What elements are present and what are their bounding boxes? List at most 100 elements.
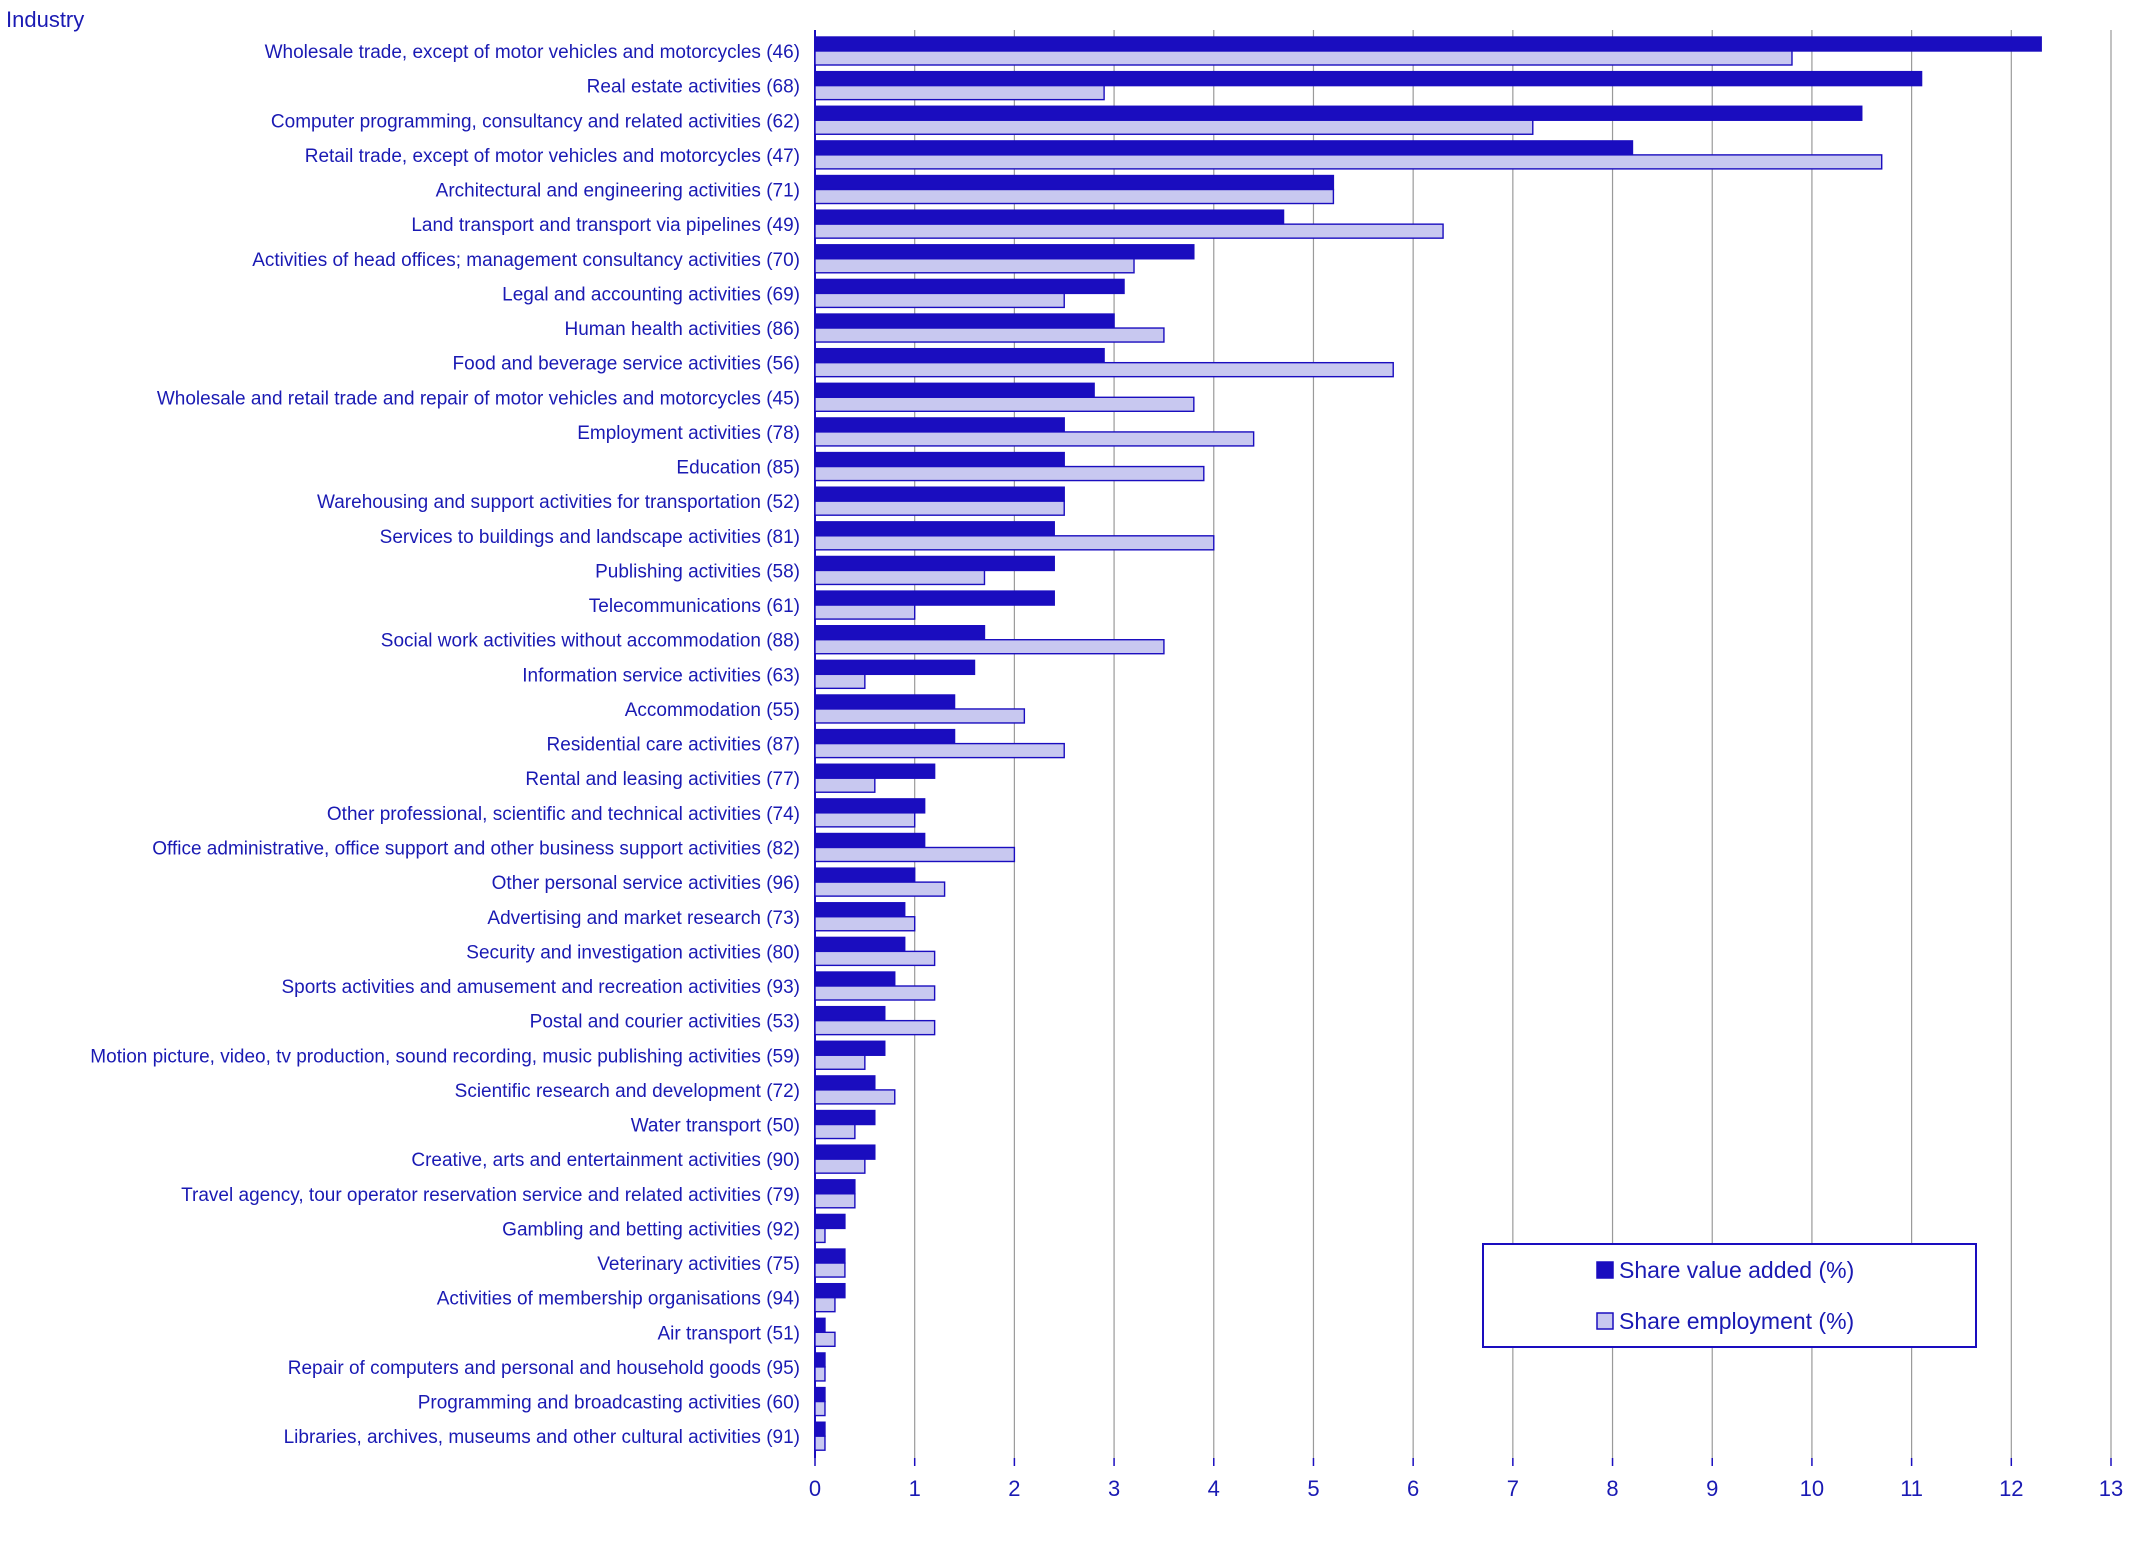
bar-value-added	[814, 763, 936, 779]
x-tick-label: 4	[1208, 1476, 1220, 1501]
x-tick-labels: 0 1 2 3 4 5 6 7 8 9 10 11 12 13	[809, 1476, 2123, 1501]
category-label: Veterinary activities (75)	[597, 1254, 800, 1275]
category-label: Education (85)	[676, 458, 800, 479]
category-label: Computer programming, consultancy and re…	[271, 111, 800, 132]
bar-value-added	[814, 625, 986, 641]
bar-employment	[814, 1262, 846, 1278]
category-label: Publishing activities (58)	[595, 561, 800, 582]
bar-employment	[814, 1366, 826, 1382]
bar-employment	[814, 188, 1335, 205]
category-label: Libraries, archives, museums and other c…	[284, 1427, 800, 1448]
bar-employment	[814, 569, 986, 586]
category-label: Activities of membership organisations (…	[437, 1289, 800, 1310]
bar-employment	[814, 327, 1165, 343]
x-tick-label: 2	[1008, 1476, 1020, 1501]
category-label: Activities of head offices; management c…	[252, 250, 800, 271]
bar-value-added	[814, 140, 1634, 156]
bar-employment	[814, 84, 1105, 101]
bar-value-added	[814, 659, 976, 676]
bar-value-added	[814, 486, 1065, 502]
bar-employment	[814, 535, 1215, 551]
bar-employment	[814, 673, 866, 690]
bar-employment	[814, 292, 1065, 309]
bar-employment	[814, 223, 1444, 239]
category-label: Information service activities (63)	[522, 665, 800, 686]
bar-value-added	[814, 1386, 826, 1403]
bar-value-added	[814, 382, 1095, 398]
bar-value-added	[814, 1421, 826, 1437]
bar-value-added	[814, 1109, 876, 1126]
bar-value-added	[814, 1248, 846, 1264]
bar-employment	[814, 119, 1534, 135]
category-label: Advertising and market research (73)	[487, 908, 800, 929]
bar-employment	[814, 1089, 896, 1105]
category-label: Gambling and betting activities (92)	[502, 1219, 800, 1240]
legend-label-employment: Share employment (%)	[1619, 1308, 1854, 1334]
category-label: Legal and accounting activities (69)	[502, 284, 800, 305]
category-label: Food and beverage service activities (56…	[453, 354, 800, 375]
bars	[814, 36, 2042, 1451]
bar-value-added	[814, 1144, 876, 1160]
category-label: Repair of computers and personal and hou…	[288, 1358, 800, 1379]
x-tick-label: 6	[1407, 1476, 1419, 1501]
bar-employment	[814, 846, 1016, 863]
category-label: Other personal service activities (96)	[492, 873, 800, 894]
category-label: Water transport (50)	[631, 1116, 800, 1137]
bar-value-added	[814, 70, 1923, 87]
x-tick-label: 11	[1900, 1476, 1923, 1501]
x-tick-label: 1	[909, 1476, 921, 1501]
bar-employment	[814, 1019, 936, 1036]
bar-employment	[814, 258, 1135, 274]
bar-employment	[814, 985, 936, 1001]
bar-value-added	[814, 278, 1125, 295]
bar-employment	[814, 916, 916, 932]
category-label: Residential care activities (87)	[547, 735, 800, 756]
x-tick-label: 5	[1307, 1476, 1319, 1501]
bar-value-added	[814, 798, 926, 814]
bar-value-added	[814, 451, 1065, 468]
category-label: Air transport (51)	[657, 1323, 800, 1344]
bar-employment	[814, 431, 1255, 447]
bar-value-added	[814, 936, 906, 953]
bar-employment	[814, 1193, 856, 1209]
category-label: Retail trade, except of motor vehicles a…	[305, 146, 800, 167]
category-label: Scientific research and development (72)	[455, 1081, 800, 1102]
category-label: Employment activities (78)	[577, 423, 800, 444]
bar-employment	[814, 639, 1165, 655]
category-labels: Wholesale trade, except of motor vehicle…	[90, 42, 800, 1448]
category-label: Rental and leasing activities (77)	[525, 769, 800, 790]
category-label: Motion picture, video, tv production, so…	[90, 1046, 800, 1067]
category-label: Social work activities without accommoda…	[381, 631, 800, 652]
bar-value-added	[814, 347, 1105, 364]
bar-value-added	[814, 1282, 846, 1299]
x-tick-label: 13	[2099, 1476, 2123, 1501]
bar-employment	[814, 1123, 856, 1140]
bar-value-added	[814, 1179, 856, 1195]
category-label: Real estate activities (68)	[587, 77, 800, 98]
x-tick-label: 9	[1706, 1476, 1718, 1501]
category-label: Other professional, scientific and techn…	[327, 804, 800, 825]
legend-swatch-value-added	[1596, 1261, 1614, 1279]
bar-value-added	[814, 902, 906, 918]
legend-label-value-added: Share value added (%)	[1619, 1257, 1854, 1283]
bar-employment	[814, 708, 1026, 724]
bar-employment	[814, 1296, 836, 1313]
bar-value-added	[814, 521, 1055, 537]
category-label: Services to buildings and landscape acti…	[380, 527, 800, 548]
category-label: Programming and broadcasting activities …	[418, 1393, 800, 1414]
x-tick-label: 0	[809, 1476, 821, 1501]
bar-employment	[814, 1158, 866, 1174]
bar-employment	[814, 361, 1394, 378]
bar-employment	[814, 154, 1883, 170]
category-label: Sports activities and amusement and recr…	[281, 977, 800, 998]
bar-value-added	[814, 1352, 826, 1368]
bar-value-added	[814, 1005, 886, 1022]
bar-value-added	[814, 555, 1055, 572]
bar-value-added	[814, 244, 1195, 260]
bar-employment	[814, 742, 1065, 759]
y-axis-title: Industry	[6, 7, 84, 32]
bar-value-added	[814, 1040, 886, 1056]
category-label: Security and investigation activities (8…	[466, 942, 800, 963]
bar-employment	[814, 396, 1195, 412]
